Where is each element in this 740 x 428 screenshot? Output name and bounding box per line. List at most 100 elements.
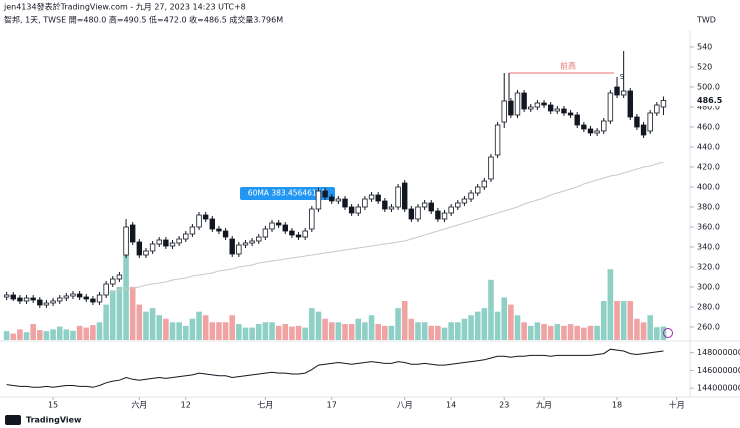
volume-bar bbox=[441, 327, 448, 340]
candle-body bbox=[348, 206, 355, 214]
volume-bar bbox=[169, 322, 176, 340]
candle-body bbox=[329, 196, 335, 202]
candle-body bbox=[123, 226, 129, 256]
candle-body bbox=[57, 297, 63, 302]
volume-bar bbox=[116, 286, 123, 340]
volume-bar bbox=[587, 325, 594, 340]
candle-body bbox=[554, 108, 561, 112]
candle-body bbox=[402, 182, 408, 210]
y-tick-label: 320.0 bbox=[697, 263, 720, 272]
candle-body bbox=[355, 206, 361, 214]
candle-body bbox=[269, 222, 275, 230]
volume-bar bbox=[255, 324, 262, 340]
y-tick-label: 500.0 bbox=[697, 83, 720, 92]
candle-body bbox=[229, 238, 235, 255]
y-tick-label: 360.0 bbox=[697, 223, 720, 232]
indicator-tick-label: 1480000000 bbox=[697, 348, 740, 357]
volume-bar bbox=[63, 329, 70, 340]
volume-bar bbox=[554, 324, 561, 340]
x-tick-label: 17 bbox=[327, 401, 337, 410]
volume-bar bbox=[30, 324, 36, 340]
candle-body bbox=[521, 92, 527, 110]
y-tick-label: 300.0 bbox=[697, 283, 720, 292]
volume-bar bbox=[382, 325, 388, 340]
volume-bar bbox=[335, 322, 342, 340]
candle-body bbox=[514, 92, 521, 116]
ma-line bbox=[106, 161, 664, 294]
volume-bar bbox=[594, 325, 600, 340]
candle-body bbox=[388, 206, 395, 210]
volume-bar bbox=[83, 327, 90, 340]
candle-body bbox=[601, 120, 607, 132]
candle-body bbox=[461, 198, 468, 204]
candle-body bbox=[607, 92, 614, 122]
volume-bar bbox=[176, 322, 182, 340]
volume-bar bbox=[541, 324, 547, 340]
candle-body bbox=[441, 212, 448, 220]
volume-bar bbox=[156, 315, 163, 340]
candle-body bbox=[282, 224, 288, 232]
volume-bar bbox=[295, 325, 302, 340]
volume-bar bbox=[362, 322, 368, 340]
last-price-box bbox=[691, 95, 721, 106]
candle-body bbox=[315, 190, 322, 210]
volume-bar bbox=[37, 330, 43, 340]
candle-body bbox=[322, 190, 328, 198]
candle-body bbox=[116, 274, 123, 280]
y-tick-label: 420.0 bbox=[697, 163, 720, 172]
candle-body bbox=[368, 194, 375, 200]
candle-body bbox=[395, 186, 401, 208]
volume-bar bbox=[474, 311, 481, 340]
candle-body bbox=[23, 297, 30, 302]
watermark: jen4134發表於TradingView.com - 九月 27, 2023 … bbox=[3, 2, 246, 12]
logo-icon bbox=[5, 415, 21, 425]
candle-body bbox=[614, 86, 620, 96]
candle-body bbox=[90, 298, 96, 303]
candle-body bbox=[50, 300, 56, 304]
volume-bar bbox=[70, 330, 76, 340]
y-tick-label: 400.0 bbox=[697, 183, 720, 192]
x-tick-label: 八月 bbox=[397, 401, 413, 410]
volume-bar bbox=[607, 269, 614, 340]
candle-body bbox=[17, 297, 23, 302]
volume-bar bbox=[50, 329, 56, 340]
candle-body bbox=[448, 206, 454, 214]
candle-body bbox=[302, 230, 308, 238]
volume-bar bbox=[368, 315, 375, 340]
candle-body bbox=[222, 230, 229, 238]
candle-body bbox=[96, 294, 103, 303]
y-tick-label: 440.0 bbox=[697, 143, 720, 152]
volume-bar bbox=[508, 304, 514, 340]
volume-bar bbox=[309, 308, 315, 340]
candle-body bbox=[654, 104, 660, 114]
y-tick-label: 280.0 bbox=[697, 303, 720, 312]
volume-bar bbox=[109, 290, 116, 340]
volume-bar bbox=[103, 304, 109, 340]
volume-bar bbox=[634, 318, 640, 340]
volume-bar bbox=[435, 325, 441, 340]
volume-bar bbox=[182, 325, 189, 340]
x-tick-label: 六月 bbox=[131, 400, 147, 410]
candle-body bbox=[382, 200, 388, 210]
volume-bar bbox=[328, 322, 335, 340]
candle-body bbox=[547, 104, 554, 112]
candle-body bbox=[209, 218, 216, 230]
logo: TradingView bbox=[26, 416, 82, 425]
last-price-label: 486.5 bbox=[697, 96, 723, 105]
volume-bar bbox=[196, 311, 202, 340]
candle-body bbox=[216, 228, 222, 232]
candle-body bbox=[262, 228, 269, 238]
volume-bar bbox=[348, 324, 355, 340]
volume-bar bbox=[581, 327, 587, 340]
candle-body bbox=[647, 112, 653, 132]
candle-body bbox=[129, 224, 136, 243]
candle-body bbox=[242, 242, 249, 246]
x-tick-label: 18 bbox=[612, 401, 622, 410]
candle-body bbox=[567, 112, 574, 116]
candle-body bbox=[63, 295, 70, 299]
candle-body bbox=[183, 233, 189, 240]
volume-bar bbox=[322, 318, 328, 340]
volume-bar bbox=[136, 304, 143, 340]
